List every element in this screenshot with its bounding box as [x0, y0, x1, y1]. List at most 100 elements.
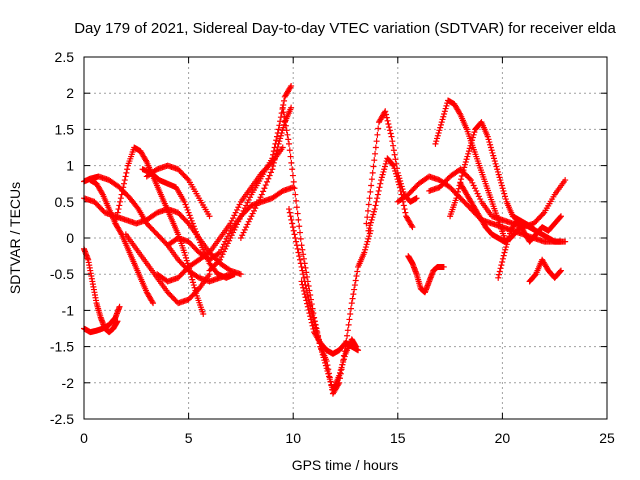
series-arc-8 [139, 166, 238, 281]
data-point [437, 124, 444, 131]
data-point [294, 210, 301, 217]
data-point [501, 190, 508, 197]
data-point [441, 178, 448, 185]
data-point [243, 202, 250, 209]
data-point [462, 161, 469, 168]
data-point [369, 214, 376, 221]
data-point [460, 167, 467, 174]
data-point [294, 245, 301, 252]
data-point [438, 119, 445, 126]
data-point [260, 188, 267, 195]
data-point [193, 288, 200, 295]
data-point [182, 201, 189, 208]
data-point [211, 262, 218, 269]
data-point [280, 109, 287, 116]
data-point [277, 135, 284, 142]
data-point [293, 204, 300, 211]
y-tick-label: -2.5 [50, 411, 74, 427]
data-point [179, 260, 186, 267]
data-point [298, 263, 305, 270]
data-point [347, 305, 354, 312]
data-point [176, 258, 183, 265]
data-point [303, 297, 310, 304]
data-point [324, 362, 331, 369]
data-point [411, 184, 418, 191]
data-point [122, 173, 129, 180]
data-point [396, 181, 403, 188]
data-point [372, 144, 379, 151]
series-arc-12 [206, 82, 295, 274]
data-point [352, 277, 359, 284]
data-point [281, 97, 288, 104]
data-point [435, 130, 442, 137]
data-point [354, 268, 361, 275]
data-point [307, 313, 314, 320]
data-point [292, 235, 299, 241]
data-point [465, 150, 472, 157]
data-point [99, 206, 106, 213]
data-point [273, 133, 280, 140]
data-point [231, 226, 238, 233]
data-point [502, 196, 509, 203]
data-point [530, 220, 537, 227]
data-point [292, 191, 299, 198]
data-point [179, 170, 186, 177]
data-point [459, 169, 466, 176]
data-point [300, 255, 307, 262]
data-point [184, 206, 191, 213]
data-point [298, 278, 305, 285]
data-point [465, 203, 472, 210]
data-point [306, 310, 313, 317]
data-point [449, 187, 456, 194]
data-point [273, 147, 280, 154]
data-point [300, 284, 307, 291]
data-point [497, 177, 504, 184]
data-point [536, 215, 543, 222]
data-point [152, 210, 159, 217]
data-point [340, 357, 347, 364]
data-point [186, 212, 193, 219]
data-point [275, 140, 282, 147]
data-point [409, 224, 416, 231]
data-point [156, 234, 163, 241]
data-point [230, 229, 237, 236]
data-point [368, 182, 375, 189]
series-arc-5 [87, 177, 157, 307]
data-point [189, 276, 196, 283]
data-point [192, 228, 199, 235]
data-point [289, 224, 296, 231]
y-tick-label: -1.5 [50, 339, 74, 355]
data-point [362, 246, 369, 253]
data-point [466, 175, 473, 182]
data-point [264, 178, 271, 185]
data-point [223, 243, 230, 250]
y-tick-label: -0.5 [50, 266, 74, 282]
data-point [496, 174, 503, 181]
data-point [454, 192, 461, 199]
data-point [447, 184, 454, 191]
data-point [281, 113, 288, 120]
data-point [148, 225, 155, 232]
data-point [215, 258, 222, 265]
data-point [247, 194, 254, 201]
data-point [471, 185, 478, 192]
data-point [119, 187, 126, 194]
data-point [366, 225, 373, 232]
data-point [282, 118, 289, 125]
series-arc-11 [164, 184, 297, 263]
data-point [289, 166, 296, 173]
series-arc-17 [363, 108, 420, 227]
data-point [116, 303, 123, 310]
data-point [257, 194, 264, 201]
data-point [405, 191, 412, 198]
data-point [274, 144, 281, 151]
data-point [175, 274, 182, 281]
data-point [353, 273, 360, 280]
x-axis-label: GPS time / hours [292, 457, 399, 473]
data-point [325, 366, 332, 373]
data-point [181, 249, 188, 256]
data-point [413, 195, 420, 202]
series-arc-15 [286, 206, 374, 397]
data-point [397, 187, 404, 194]
